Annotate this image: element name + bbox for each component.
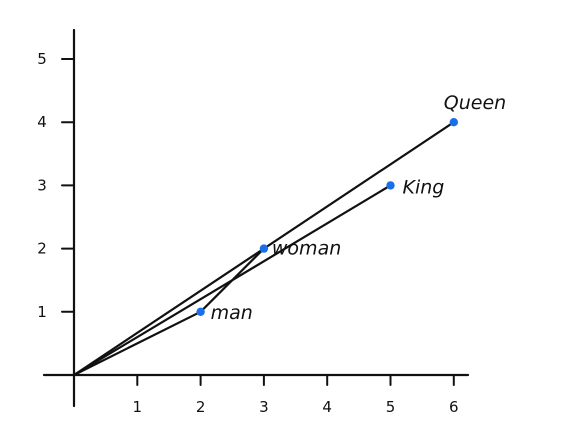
y-tick-label: 3 <box>37 176 47 194</box>
point-label-woman: woman <box>272 238 341 260</box>
x-tick-label: 3 <box>259 398 269 416</box>
point-man <box>196 307 205 316</box>
point-labels: man woman King Queen <box>211 92 507 324</box>
x-tick-label: 5 <box>386 398 396 416</box>
y-tick-label: 4 <box>37 113 47 131</box>
x-tick-label: 6 <box>449 398 459 416</box>
x-tick-label: 2 <box>196 398 206 416</box>
x-tick-label: 4 <box>322 398 332 416</box>
vector-man <box>72 310 202 377</box>
point-king <box>386 181 395 190</box>
y-tick-label: 1 <box>37 303 47 321</box>
point-woman <box>259 244 269 253</box>
point-label-queen: Queen <box>444 92 506 114</box>
point-label-king: King <box>403 176 445 198</box>
data-points <box>196 118 458 316</box>
axes <box>42 28 470 408</box>
y-ticks: 1 2 3 4 5 <box>37 50 75 321</box>
point-queen <box>449 118 458 127</box>
vector-king <box>72 184 392 377</box>
x-tick-label: 1 <box>133 398 143 416</box>
x-ticks: 1 2 3 4 5 6 <box>133 374 459 416</box>
y-tick-label: 5 <box>37 50 47 68</box>
point-label-man: man <box>211 302 253 324</box>
y-tick-label: 2 <box>37 240 47 258</box>
